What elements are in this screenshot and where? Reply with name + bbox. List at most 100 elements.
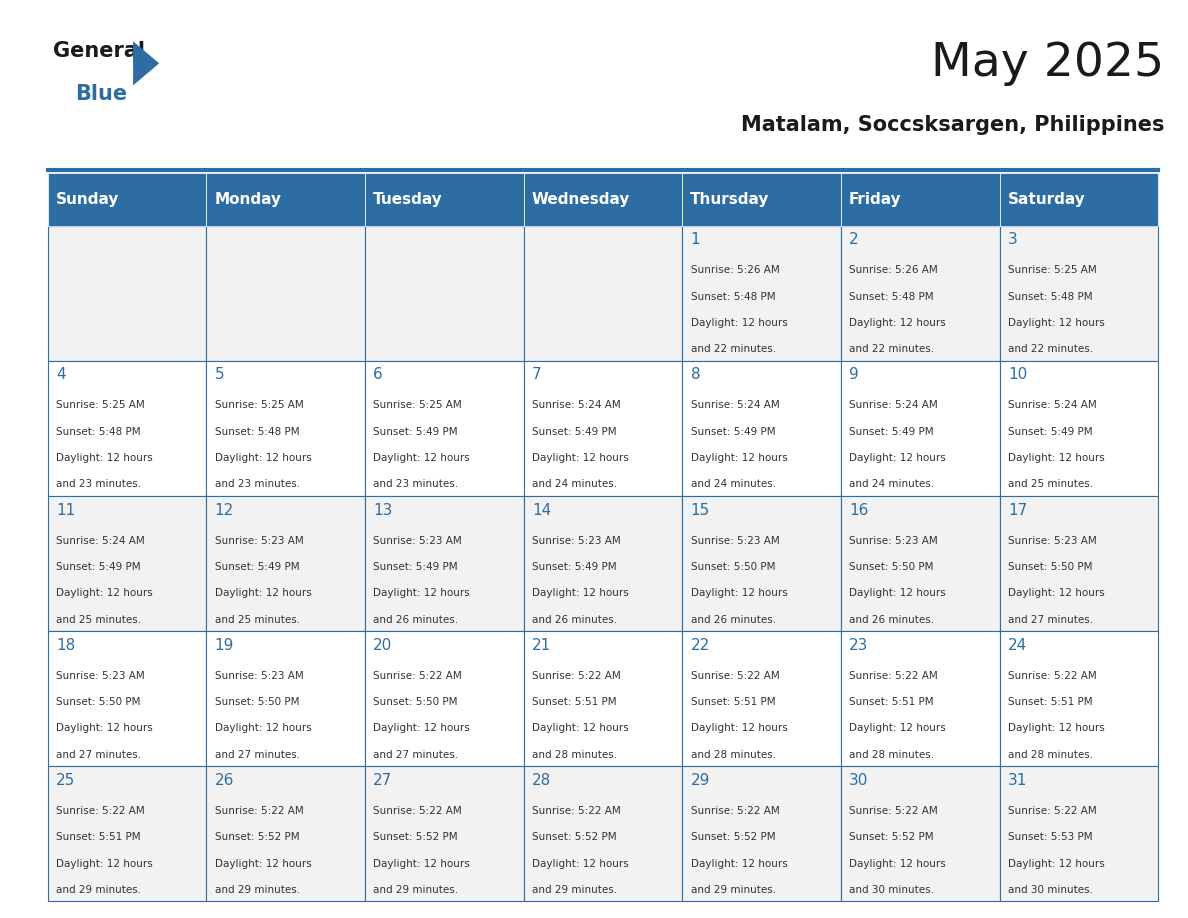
- Text: Sunrise: 5:22 AM: Sunrise: 5:22 AM: [532, 671, 620, 680]
- Text: Daylight: 12 hours: Daylight: 12 hours: [532, 723, 628, 733]
- Text: Wednesday: Wednesday: [531, 192, 630, 207]
- Text: Daylight: 12 hours: Daylight: 12 hours: [690, 318, 788, 328]
- Bar: [841, 361, 999, 496]
- Text: Sunrise: 5:22 AM: Sunrise: 5:22 AM: [849, 806, 939, 816]
- Text: and 27 minutes.: and 27 minutes.: [56, 750, 141, 760]
- Text: Sunrise: 5:23 AM: Sunrise: 5:23 AM: [56, 671, 145, 680]
- Text: Daylight: 12 hours: Daylight: 12 hours: [1007, 858, 1105, 868]
- Text: Daylight: 12 hours: Daylight: 12 hours: [56, 453, 152, 464]
- Text: and 25 minutes.: and 25 minutes.: [56, 615, 141, 624]
- Text: and 27 minutes.: and 27 minutes.: [373, 750, 459, 760]
- Text: Daylight: 12 hours: Daylight: 12 hours: [373, 858, 470, 868]
- Text: and 30 minutes.: and 30 minutes.: [1007, 885, 1093, 895]
- Text: Sunset: 5:49 PM: Sunset: 5:49 PM: [849, 427, 934, 437]
- Text: 13: 13: [373, 502, 392, 518]
- Text: Sunrise: 5:22 AM: Sunrise: 5:22 AM: [215, 806, 303, 816]
- Text: and 26 minutes.: and 26 minutes.: [849, 615, 935, 624]
- Text: Daylight: 12 hours: Daylight: 12 hours: [690, 453, 788, 464]
- Text: Sunrise: 5:22 AM: Sunrise: 5:22 AM: [1007, 671, 1097, 680]
- Text: Daylight: 12 hours: Daylight: 12 hours: [849, 318, 946, 328]
- Text: Daylight: 12 hours: Daylight: 12 hours: [532, 858, 628, 868]
- Text: Sunday: Sunday: [56, 192, 119, 207]
- Bar: [682, 632, 841, 767]
- Text: 14: 14: [532, 502, 551, 518]
- Text: Sunrise: 5:23 AM: Sunrise: 5:23 AM: [215, 671, 303, 680]
- Text: Sunrise: 5:23 AM: Sunrise: 5:23 AM: [215, 535, 303, 545]
- Text: Sunrise: 5:25 AM: Sunrise: 5:25 AM: [56, 400, 145, 410]
- Text: Daylight: 12 hours: Daylight: 12 hours: [215, 588, 311, 599]
- Text: Sunset: 5:51 PM: Sunset: 5:51 PM: [532, 697, 617, 707]
- Text: and 28 minutes.: and 28 minutes.: [849, 750, 935, 760]
- Text: and 23 minutes.: and 23 minutes.: [56, 479, 141, 489]
- Bar: [524, 632, 682, 767]
- Bar: [682, 767, 841, 901]
- Bar: [999, 361, 1158, 496]
- Text: and 23 minutes.: and 23 minutes.: [215, 479, 299, 489]
- Text: Sunset: 5:52 PM: Sunset: 5:52 PM: [532, 833, 617, 842]
- Text: 29: 29: [690, 773, 710, 788]
- Text: Sunrise: 5:22 AM: Sunrise: 5:22 AM: [532, 806, 620, 816]
- Text: 4: 4: [56, 367, 65, 383]
- Text: Sunrise: 5:22 AM: Sunrise: 5:22 AM: [56, 806, 145, 816]
- Text: Sunrise: 5:23 AM: Sunrise: 5:23 AM: [690, 535, 779, 545]
- Text: 28: 28: [532, 773, 551, 788]
- Text: 30: 30: [849, 773, 868, 788]
- Bar: [207, 173, 365, 226]
- Bar: [207, 496, 365, 632]
- Bar: [365, 767, 524, 901]
- Text: Daylight: 12 hours: Daylight: 12 hours: [690, 858, 788, 868]
- Text: 2: 2: [849, 232, 859, 247]
- Text: Sunrise: 5:24 AM: Sunrise: 5:24 AM: [532, 400, 620, 410]
- Text: Sunrise: 5:23 AM: Sunrise: 5:23 AM: [849, 535, 939, 545]
- Bar: [999, 173, 1158, 226]
- Text: Sunset: 5:52 PM: Sunset: 5:52 PM: [373, 833, 457, 842]
- Text: 20: 20: [373, 638, 392, 653]
- Text: 1: 1: [690, 232, 700, 247]
- Text: Daylight: 12 hours: Daylight: 12 hours: [1007, 318, 1105, 328]
- Text: 24: 24: [1007, 638, 1028, 653]
- Text: Sunset: 5:49 PM: Sunset: 5:49 PM: [532, 562, 617, 572]
- Text: Sunset: 5:51 PM: Sunset: 5:51 PM: [56, 833, 140, 842]
- Text: Sunset: 5:49 PM: Sunset: 5:49 PM: [56, 562, 140, 572]
- Text: and 24 minutes.: and 24 minutes.: [690, 479, 776, 489]
- Text: Sunset: 5:52 PM: Sunset: 5:52 PM: [690, 833, 776, 842]
- Text: and 29 minutes.: and 29 minutes.: [215, 885, 299, 895]
- Bar: [48, 632, 207, 767]
- Text: Sunrise: 5:24 AM: Sunrise: 5:24 AM: [56, 535, 145, 545]
- Text: Daylight: 12 hours: Daylight: 12 hours: [215, 723, 311, 733]
- Text: 3: 3: [1007, 232, 1018, 247]
- Text: and 26 minutes.: and 26 minutes.: [532, 615, 617, 624]
- Text: and 27 minutes.: and 27 minutes.: [1007, 615, 1093, 624]
- Text: Sunset: 5:53 PM: Sunset: 5:53 PM: [1007, 833, 1093, 842]
- Text: Daylight: 12 hours: Daylight: 12 hours: [532, 588, 628, 599]
- Text: Daylight: 12 hours: Daylight: 12 hours: [56, 588, 152, 599]
- Text: 8: 8: [690, 367, 700, 383]
- Bar: [365, 496, 524, 632]
- Bar: [841, 496, 999, 632]
- Bar: [999, 226, 1158, 361]
- Text: and 28 minutes.: and 28 minutes.: [690, 750, 776, 760]
- Text: Sunrise: 5:24 AM: Sunrise: 5:24 AM: [690, 400, 779, 410]
- Text: Sunset: 5:51 PM: Sunset: 5:51 PM: [690, 697, 776, 707]
- Bar: [841, 632, 999, 767]
- Text: May 2025: May 2025: [931, 41, 1164, 86]
- Text: Sunset: 5:51 PM: Sunset: 5:51 PM: [849, 697, 934, 707]
- Text: 25: 25: [56, 773, 75, 788]
- Text: 12: 12: [215, 502, 234, 518]
- Text: Sunrise: 5:22 AM: Sunrise: 5:22 AM: [373, 806, 462, 816]
- Text: 21: 21: [532, 638, 551, 653]
- Text: Sunrise: 5:26 AM: Sunrise: 5:26 AM: [849, 265, 939, 275]
- Bar: [365, 632, 524, 767]
- Text: and 28 minutes.: and 28 minutes.: [1007, 750, 1093, 760]
- Bar: [841, 173, 999, 226]
- Text: Sunset: 5:48 PM: Sunset: 5:48 PM: [690, 292, 776, 302]
- Bar: [48, 173, 207, 226]
- Bar: [524, 226, 682, 361]
- Text: Daylight: 12 hours: Daylight: 12 hours: [56, 858, 152, 868]
- Text: Sunrise: 5:23 AM: Sunrise: 5:23 AM: [532, 535, 620, 545]
- Text: and 30 minutes.: and 30 minutes.: [849, 885, 934, 895]
- Bar: [207, 767, 365, 901]
- Text: Sunrise: 5:25 AM: Sunrise: 5:25 AM: [373, 400, 462, 410]
- Text: Sunset: 5:50 PM: Sunset: 5:50 PM: [849, 562, 934, 572]
- Text: Sunset: 5:49 PM: Sunset: 5:49 PM: [373, 427, 457, 437]
